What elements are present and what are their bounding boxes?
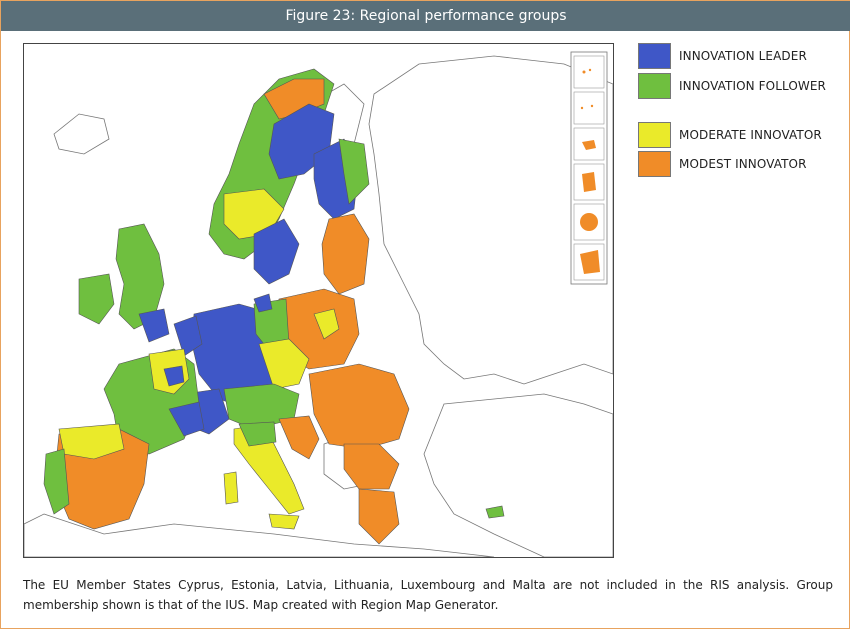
- region-bulgaria: [343, 443, 400, 490]
- region-greece: [358, 488, 400, 545]
- legend-swatch-innovation-leader: [638, 43, 671, 69]
- region-portugal: [43, 448, 70, 515]
- region-denmark: [253, 293, 273, 313]
- legend-label: INNOVATION LEADER: [679, 49, 807, 63]
- legend-swatch-moderate-innovator: [638, 122, 671, 148]
- map-canvas: [24, 44, 613, 557]
- inset-box-1: [573, 55, 605, 89]
- region-benelux: [173, 315, 203, 357]
- region-romania-hungary: [308, 363, 410, 450]
- region-sweden-south: [253, 218, 300, 285]
- inset-region-2b: [590, 104, 594, 108]
- regional-map: [23, 43, 614, 558]
- inset-region-6: [580, 250, 600, 274]
- legend-label: MODERATE INNOVATOR: [679, 128, 822, 142]
- legend-item-moderate-innovator: MODERATE INNOVATOR: [638, 122, 843, 148]
- region-ireland: [78, 273, 115, 325]
- legend-item-innovation-follower: INNOVATION FOLLOWER: [638, 73, 843, 99]
- inset-region-1b: [588, 68, 592, 72]
- non-eu-land: [24, 55, 613, 557]
- inset-box-2: [573, 91, 605, 125]
- north-africa: [24, 513, 495, 557]
- inset-region-1: [582, 70, 586, 74]
- legend-label: MODEST INNOVATOR: [679, 157, 807, 171]
- russia-belarus-ukraine: [368, 55, 613, 385]
- turkey-caucasus: [423, 393, 613, 557]
- figure-title: Figure 23: Regional performance groups: [1, 1, 850, 31]
- legend-swatch-modest-innovator: [638, 151, 671, 177]
- figure-caption: The EU Member States Cyprus, Estonia, La…: [23, 578, 833, 612]
- legend-item-modest-innovator: MODEST INNOVATOR: [638, 151, 843, 177]
- region-czech: [258, 338, 310, 390]
- region-finland-east: [338, 138, 370, 205]
- region-warsaw: [313, 308, 340, 340]
- region-sicily: [268, 513, 300, 530]
- inset-region-2: [580, 106, 584, 110]
- legend-swatch-innovation-follower: [638, 73, 671, 99]
- iceland: [53, 113, 110, 155]
- region-france-southeast: [168, 401, 205, 437]
- region-paris: [163, 365, 185, 387]
- region-italy-north: [238, 421, 277, 447]
- region-croatia: [278, 415, 320, 460]
- inset-panel: [570, 51, 608, 285]
- inset-region-5: [580, 213, 598, 231]
- inset-region-4: [582, 172, 596, 192]
- legend-label: INNOVATION FOLLOWER: [679, 79, 826, 93]
- region-london: [138, 308, 170, 343]
- map-legend: INNOVATION LEADER INNOVATION FOLLOWER MO…: [638, 43, 843, 183]
- inset-region-3: [582, 140, 596, 150]
- region-sardinia: [223, 471, 239, 505]
- legend-item-innovation-leader: INNOVATION LEADER: [638, 43, 843, 69]
- region-cyprus: [485, 505, 505, 519]
- region-baltics: [321, 213, 370, 295]
